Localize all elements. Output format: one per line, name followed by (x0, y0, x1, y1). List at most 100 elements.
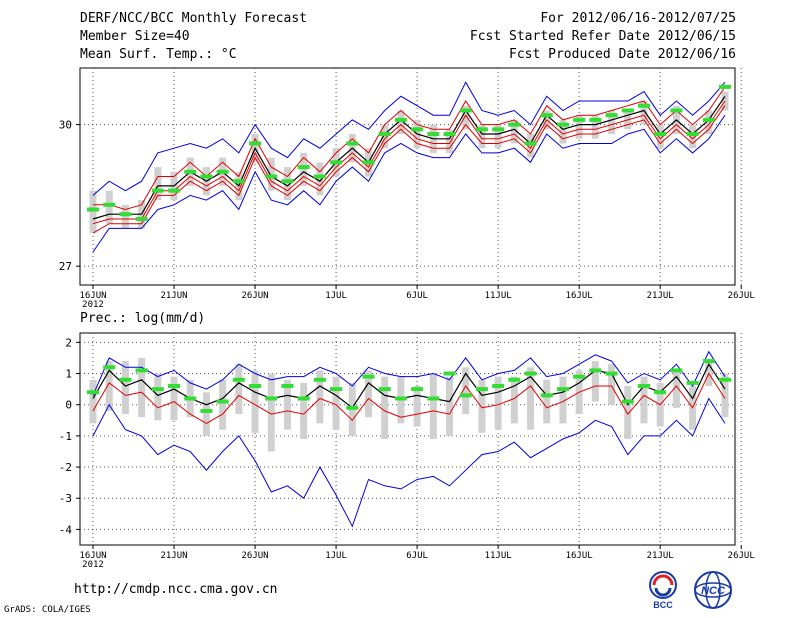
temp-ytick-label: 30 (59, 119, 72, 132)
prec-marker-point (281, 384, 294, 388)
prec-ytick-label: 1 (65, 368, 72, 381)
website-link[interactable]: http://cmdp.ncc.cma.gov.cn (74, 582, 278, 597)
temp-spread-box (381, 124, 389, 149)
prec-spread-box (381, 376, 389, 439)
temp-spread-box (608, 110, 616, 135)
refer-date: Fcst Started Refer Date 2012/06/15 (469, 29, 736, 44)
temp-median-line (92, 100, 726, 225)
prec-marker-point (378, 387, 391, 392)
prec-ytick-label: -4 (59, 523, 73, 536)
prec-marker-point (394, 396, 407, 401)
temp-marker-point (265, 174, 278, 179)
temp-spread-box (640, 101, 648, 125)
prec-marker-point (459, 393, 472, 398)
temp-marker-point (135, 216, 148, 221)
prec-xtick-label: 26JUN (242, 551, 269, 561)
prec-spread-box (89, 379, 97, 424)
temp-xtick-year: 2012 (82, 300, 104, 310)
temp-spread-box (121, 204, 129, 229)
temp-xtick-label: 26JUL (728, 291, 755, 301)
temp-marker-point (232, 179, 245, 184)
prec-marker-point (573, 374, 586, 379)
temp-marker-point (637, 103, 650, 108)
prec-marker-point (508, 377, 521, 382)
temp-spread-box (591, 115, 599, 139)
prec-spread-box (121, 361, 129, 415)
precip-panel-title: Prec.: log(mm/d) (80, 311, 206, 326)
temp-marker-point (297, 165, 310, 170)
temp-xtick-label: 21JUN (160, 291, 187, 301)
prec-marker-point (103, 365, 116, 370)
temp-marker-point (411, 127, 424, 132)
temp-spread-box (478, 124, 486, 149)
temp-xtick-label: 26JUN (242, 291, 269, 301)
bcc-logo-text: BCC (653, 600, 673, 610)
temp-marker-point (87, 207, 99, 212)
temp-xtick-label: 6JUL (406, 291, 428, 301)
temp-spread-box (446, 129, 454, 153)
temp-marker-point (249, 141, 262, 146)
prec-marker-point (135, 368, 148, 373)
prec-xtick-label: 11JUL (485, 551, 512, 561)
prec-spread-box (462, 367, 470, 415)
temp-xtick-label: 16JUL (566, 291, 593, 301)
temp-xtick-label: 16JUN (79, 291, 106, 301)
prec-marker-point (670, 368, 683, 373)
prec-marker-point (654, 390, 667, 395)
temp-marker-point (184, 169, 197, 174)
temp-marker-point (475, 127, 488, 132)
prec-ytick-label: 0 (65, 399, 72, 412)
temp-marker-point (281, 179, 294, 184)
temp-spread-box (462, 105, 470, 130)
prec-ytick-label: -1 (59, 430, 72, 443)
temp-xtick-label: 1JUL (325, 291, 347, 301)
temp-marker-point (589, 117, 602, 122)
temp-spread-box (154, 167, 162, 201)
prec-mean-line (92, 362, 726, 409)
prec-marker-point (119, 377, 132, 382)
temp-ens-min-line (92, 105, 726, 234)
temp-marker-point (346, 141, 359, 146)
prec-spread-box (624, 386, 632, 439)
prec-marker-point (216, 399, 229, 404)
prec-spread-box (640, 376, 648, 424)
temp-marker-point (119, 212, 132, 217)
temp-spread-box (267, 157, 275, 191)
temp-ytick-label: 27 (59, 260, 72, 273)
temp-spread-box (494, 124, 502, 149)
temp-plot-frame (79, 67, 736, 286)
prec-spread-box (672, 370, 680, 408)
prec-spread-box (591, 361, 599, 402)
prec-spread-box (202, 392, 210, 436)
prec-xtick-label: 16JUL (566, 551, 593, 561)
temp-spread-box (575, 115, 583, 139)
prec-marker-point (443, 371, 456, 376)
prec-spread-box (316, 370, 324, 424)
temp-marker-point (443, 132, 456, 137)
prec-marker-point (330, 387, 343, 392)
temp-marker-point (362, 160, 375, 165)
prec-marker-point (232, 377, 245, 382)
prec-spread-box (267, 373, 275, 452)
temp-marker-point (394, 117, 407, 122)
temp-spread-box (397, 110, 405, 135)
temp-spread-box (283, 167, 291, 201)
temp-marker-point (459, 108, 472, 113)
temp-marker-point (330, 160, 343, 165)
prec-xtick-year: 2012 (82, 560, 104, 570)
prec-spread-box (154, 373, 162, 421)
temp-lower-envelope-line (92, 114, 726, 253)
temp-marker-point (313, 174, 326, 179)
temp-marker-point (670, 108, 683, 113)
temp-marker-point (605, 113, 618, 118)
prec-marker-point (556, 387, 569, 392)
prec-spread-box (608, 364, 616, 405)
prec-marker-point (540, 393, 553, 398)
prec-xtick-label: 1JUL (325, 551, 347, 561)
temp-spread-box (316, 162, 324, 196)
prec-spread-box (527, 367, 535, 430)
temp-marker-point (524, 141, 537, 146)
temp-marker-point (168, 188, 181, 193)
prec-spread-box (429, 373, 437, 439)
